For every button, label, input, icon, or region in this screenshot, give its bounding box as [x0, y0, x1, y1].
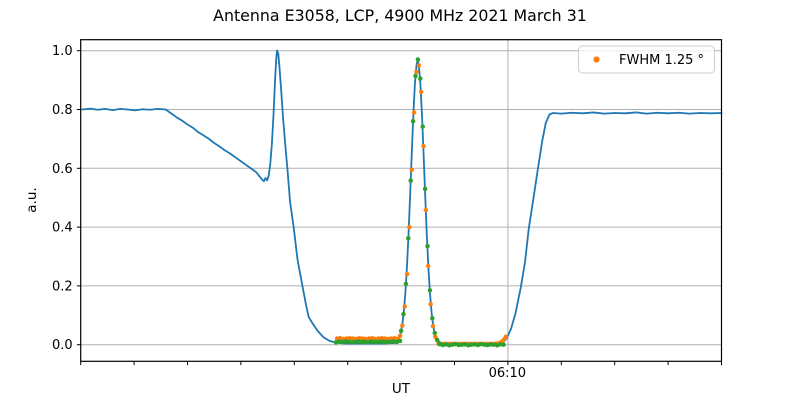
- legend-label: FWHM 1.25 °: [619, 53, 704, 68]
- legend: FWHM 1.25 °: [578, 45, 715, 74]
- y-tick-label: 0.8: [52, 103, 73, 118]
- legend-marker-dot-icon: [593, 56, 600, 63]
- y-tick-label: 1.0: [52, 44, 73, 59]
- y-tick-label: 0.0: [52, 338, 73, 353]
- series-sample-dots: [333, 57, 506, 348]
- y-axis-label: a.u.: [24, 187, 40, 212]
- y-tick-label: 0.2: [52, 279, 73, 294]
- axes-frame: [80, 39, 723, 362]
- x-tick-label-0610: 06:10: [489, 366, 526, 381]
- x-axis-label: UT: [392, 381, 411, 397]
- chart-title: Antenna E3058, LCP, 4900 MHz 2021 March …: [213, 6, 587, 25]
- chart-generated-layer: 0.0 0.2 0.4 0.6 0.8 1.0: [52, 39, 723, 366]
- series-drift-scan-line: [81, 49, 723, 346]
- legend-box: [578, 45, 715, 74]
- y-tick-label: 0.6: [52, 162, 73, 177]
- y-tick-label: 0.4: [52, 221, 73, 236]
